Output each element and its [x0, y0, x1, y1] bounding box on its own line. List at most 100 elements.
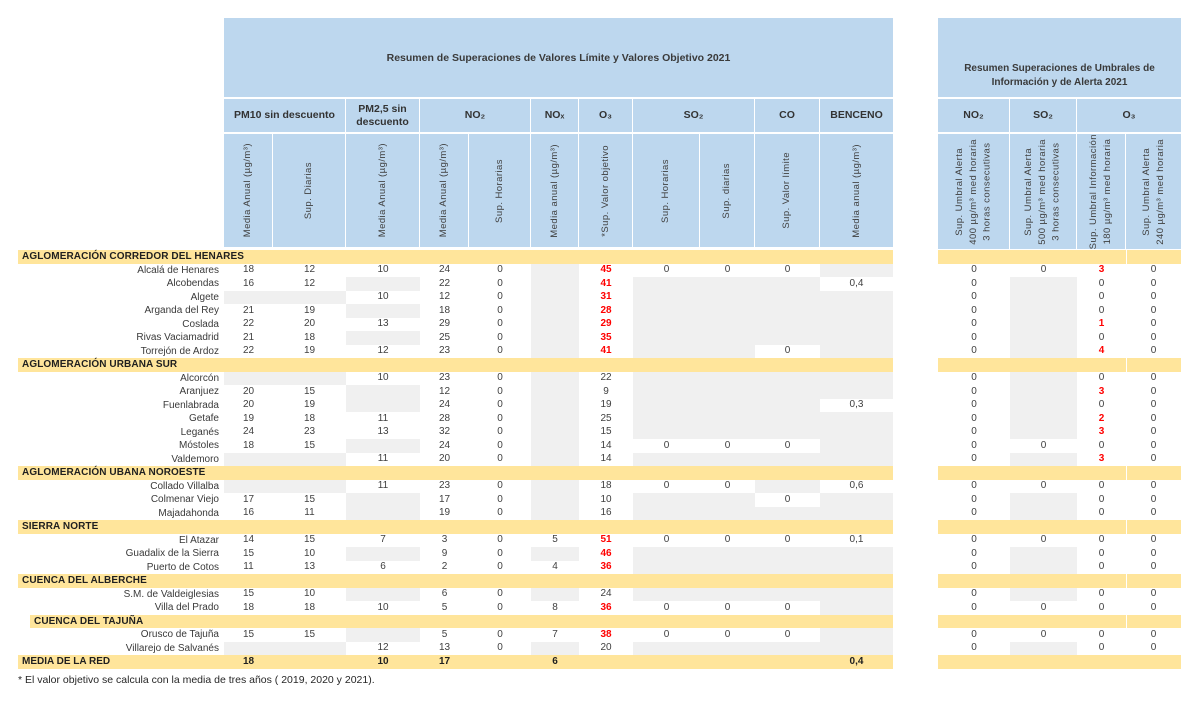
table-cell — [1010, 371, 1077, 385]
table-cell — [273, 641, 346, 655]
table-cell — [1010, 452, 1077, 466]
table-cell: 0 — [1150, 480, 1157, 492]
table-cell: 0 — [971, 493, 977, 505]
limit-values-table: Resumen de Superaciones de Valores Límit… — [18, 18, 893, 686]
table-row: Rivas Vaciamadrid 21 18 25 0 35 — [18, 331, 893, 345]
table-cell: 0 — [971, 331, 977, 343]
row-label: El Atazar — [178, 534, 219, 546]
table-cell: 0 — [497, 439, 503, 451]
band-segment — [938, 614, 1126, 628]
table-cell: 0 — [1098, 588, 1105, 600]
table-cell: 0 — [1098, 561, 1105, 573]
table-row: 0 0 0 — [938, 506, 1181, 520]
row-label: Valdemoro — [171, 453, 219, 465]
table-cell: 4 — [1098, 345, 1105, 357]
table-cell: 0 — [663, 628, 670, 640]
table-cell: 10 — [303, 588, 316, 600]
table-cell: 0 — [1150, 601, 1157, 613]
table-cell: 23 — [438, 345, 451, 357]
table-cell: 10 — [346, 655, 420, 669]
section-header — [938, 358, 1181, 372]
table-cell: 10 — [377, 601, 389, 613]
table-cell: 0 — [1098, 331, 1105, 343]
table-cell — [755, 655, 820, 669]
table-cell: 13 — [377, 426, 389, 438]
band-segment — [1126, 358, 1181, 372]
table-cell: 11 — [377, 453, 389, 465]
table-cell: 22 — [600, 372, 612, 384]
column-group-header: NOₓ — [531, 99, 579, 132]
table-cell — [700, 371, 755, 385]
table-cell — [755, 277, 820, 291]
table-cell: 0 — [784, 493, 791, 505]
table-cell: 0 — [1040, 628, 1047, 640]
table-cell: 20 — [303, 318, 316, 330]
table-cell: 10 — [377, 291, 389, 303]
table-cell — [1010, 412, 1077, 426]
table-cell: 51 — [600, 534, 612, 546]
table-cell: 24 — [600, 588, 612, 600]
section-header: AGLOMERACIÓN CORREDOR DEL HENARES — [18, 250, 893, 264]
table-row: 0 0 0 0 — [938, 439, 1181, 453]
table-cell — [820, 452, 893, 466]
column-group-header: NO₂ — [420, 99, 531, 132]
table-cell: 0 — [1098, 399, 1105, 411]
section-header — [938, 250, 1181, 264]
table-row: Arganda del Rey 21 19 18 0 28 — [18, 304, 893, 318]
table-cell: 0 — [1040, 534, 1047, 546]
table-cell: 5 — [441, 601, 448, 613]
table-cell: 0 — [497, 628, 503, 640]
table-cell: 21 — [242, 331, 255, 343]
table-cell — [820, 601, 893, 615]
column-header-label: Sup. Horarias — [660, 158, 672, 223]
row-label: Alcorcón — [180, 372, 219, 384]
table-cell: 0,6 — [849, 480, 864, 492]
section-header-label: SIERRA NORTE — [22, 521, 99, 533]
column-header: Sup. Umbral Alerta 400 µg/m³ med horaria… — [938, 134, 1010, 250]
column-header: Media anual (µg/m³) — [531, 134, 579, 247]
table-cell — [346, 398, 420, 412]
table-cell — [633, 587, 700, 601]
table-cell: 15 — [242, 588, 255, 600]
table-row: Guadalix de la Sierra 15 10 9 0 46 — [18, 547, 893, 561]
table-cell — [531, 263, 579, 277]
table-cell: 0 — [724, 480, 731, 492]
table-cell: 41 — [600, 277, 612, 289]
table-cell: 19 — [600, 399, 612, 411]
table-cell: 0 — [784, 628, 791, 640]
table-cell: 0 — [784, 439, 791, 451]
table-cell: 0 — [971, 547, 977, 559]
table-cell — [1010, 304, 1077, 318]
column-header-label: Media anual (µg/m³) — [850, 143, 862, 238]
table-cell: 20 — [242, 399, 255, 411]
table-cell: 0 — [971, 318, 977, 330]
table-cell: 0 — [1150, 493, 1157, 505]
column-header: Sup. Horarias — [469, 134, 531, 247]
table-cell: 0 — [1150, 453, 1157, 465]
limit-values-table-body: AGLOMERACIÓN CORREDOR DEL HENARES Alcalá … — [18, 250, 893, 669]
table-cell — [820, 263, 893, 277]
table-cell: 46 — [600, 547, 612, 559]
table-cell — [820, 628, 893, 642]
table-cell: 0 — [1150, 547, 1157, 559]
table-cell: 0 — [1150, 345, 1157, 357]
table-cell: 0 — [971, 291, 977, 303]
table-cell: 16 — [600, 507, 612, 519]
table-cell: 0 — [497, 277, 503, 289]
table-cell: 0 — [497, 561, 503, 573]
table-cell — [531, 344, 579, 358]
table-cell: 0 — [1150, 304, 1157, 316]
band-segment — [938, 574, 1126, 588]
band-segment — [1126, 250, 1181, 264]
table-cell: 0 — [663, 264, 670, 276]
table-row: Getafe 19 18 11 28 0 25 — [18, 412, 893, 426]
table-cell: 0 — [971, 480, 977, 492]
table-cell: 0,3 — [849, 399, 864, 411]
table-cell: 0,4 — [820, 655, 893, 669]
table-cell: 0 — [1150, 291, 1157, 303]
column-header-label: Sup. Umbral Alerta 400 µg/m³ med horaria… — [953, 138, 993, 245]
table-cell — [700, 344, 755, 358]
table-cell — [700, 641, 755, 655]
table-cell — [633, 277, 700, 291]
row-label: Alcalá de Henares — [137, 264, 219, 276]
